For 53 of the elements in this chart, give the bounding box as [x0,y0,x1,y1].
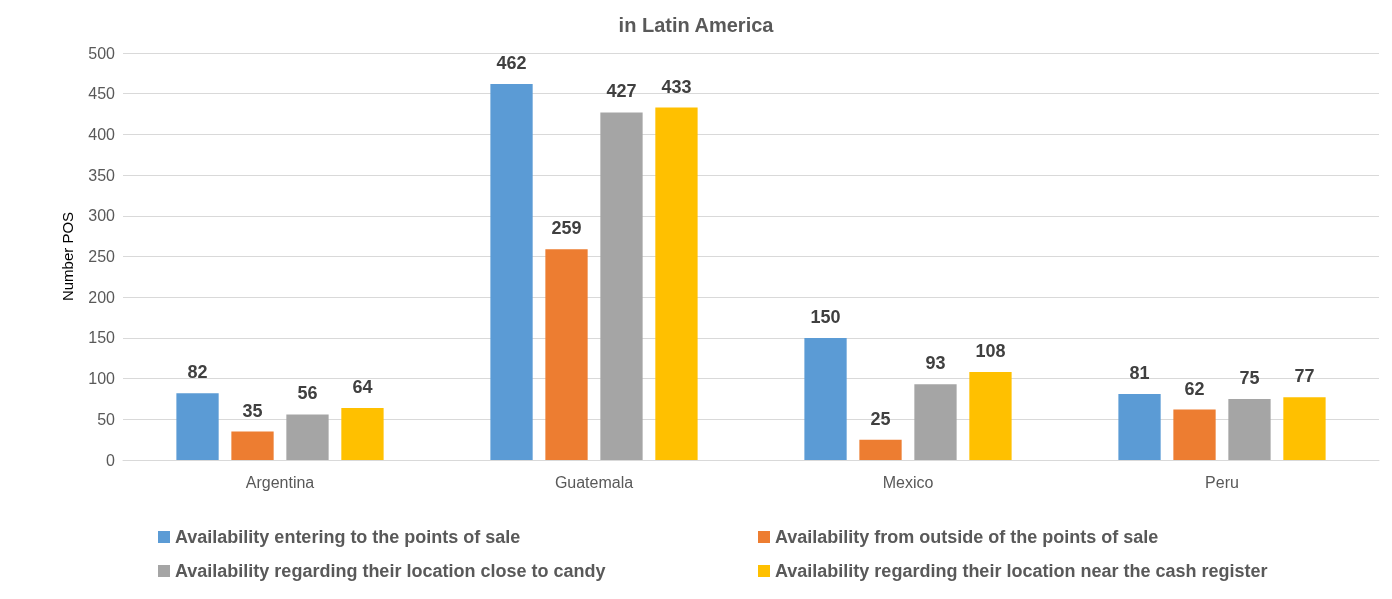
bar [545,249,588,460]
x-tick-label: Mexico [882,473,934,491]
y-tick-label: 200 [88,288,116,306]
data-label: 56 [297,383,318,404]
bar [914,384,957,460]
y-tick-label: 0 [106,451,116,469]
data-label: 427 [606,81,637,102]
y-tick-label: 500 [88,44,116,62]
data-label: 81 [1129,363,1150,384]
bar [969,372,1012,460]
bar [1228,398,1271,460]
y-tick-label: 450 [88,85,116,103]
bar [286,414,329,460]
bar [859,439,902,460]
bar [231,431,274,460]
legend-label: Availability regarding their location near the cash register [775,561,1268,581]
bar [176,393,219,460]
bar [600,112,643,460]
x-tick-label: Argentina [245,473,315,491]
bar [341,407,384,460]
data-label: 82 [187,362,208,383]
data-label: 108 [975,341,1006,362]
data-label: 75 [1239,367,1260,388]
y-tick-label: 50 [97,410,116,428]
data-label: 150 [810,306,841,327]
data-label: 259 [551,218,582,239]
legend-label: Availability from outside of the points of sale [775,527,1159,547]
y-tick-label: 250 [88,248,116,265]
data-label: 62 [1184,378,1205,399]
chart-title: in Latin America [618,14,775,36]
data-label: 64 [352,376,373,397]
y-axis-title: Number POS [59,211,76,302]
bar [1173,409,1216,460]
x-tick-label: Peru [1205,473,1239,491]
y-tick-label: 350 [88,166,116,184]
data-label: 93 [925,353,946,374]
y-tick-label: 300 [88,207,116,225]
y-tick-label: 100 [88,370,116,388]
data-label: 77 [1294,366,1315,387]
bar [490,83,533,460]
data-label: 462 [496,52,527,73]
bar [655,107,698,460]
y-tick-label: 150 [88,329,116,347]
data-label: 433 [661,76,692,97]
y-tick-label: 400 [88,125,116,143]
legend-label: Availability regarding their location close to candy [175,561,606,581]
data-label: 35 [242,400,263,421]
bar [1118,394,1161,460]
legend-label: Availability entering to the points of sale [175,527,521,547]
data-label: 25 [870,408,891,429]
x-tick-label: Guatemala [554,473,634,491]
bar [1283,397,1326,460]
bar [804,337,847,460]
